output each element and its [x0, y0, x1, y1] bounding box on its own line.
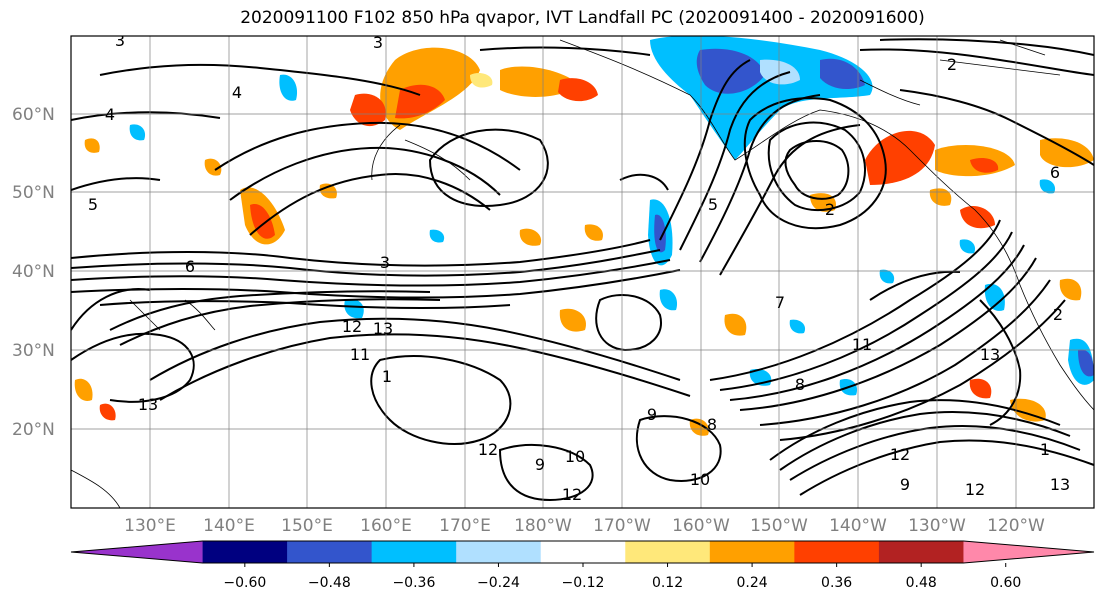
colorbar-outline [70, 540, 1095, 564]
colorbar-tick-label: −0.48 [308, 575, 351, 591]
colorbar-segment [709, 541, 795, 563]
contour-label: 2 [947, 55, 957, 74]
contour-label: 4 [232, 83, 242, 102]
colorbar-tick-label: 0.48 [906, 575, 937, 591]
contour-label: 9 [535, 455, 545, 474]
lon-label: 170°E [439, 516, 491, 536]
contour-label: 12 [342, 317, 362, 336]
contour-label: 12 [562, 485, 582, 504]
contour-label: 12 [478, 440, 498, 459]
lon-label: 130°W [908, 516, 966, 536]
contour-label: 7 [775, 293, 785, 312]
colorbar-tick-label: 0.24 [737, 575, 768, 591]
contour-label: 1 [1040, 440, 1050, 459]
contour-label: 3 [373, 33, 383, 52]
contour-label: 3 [380, 253, 390, 272]
lon-label: 150°E [281, 516, 333, 536]
contour-label: 8 [707, 415, 717, 434]
map-frame [70, 35, 1095, 509]
colorbar-segment [878, 541, 964, 563]
contour-label: 12 [890, 445, 910, 464]
contour-label: 13 [980, 345, 1000, 364]
colorbar-segment [625, 541, 711, 563]
contour-label: 2 [1053, 305, 1063, 324]
latitude-labels: 60°N 50°N 40°N 30°N 20°N [12, 105, 55, 440]
contour-label: 5 [708, 195, 718, 214]
colorbar-tick-label: 0.12 [652, 575, 683, 591]
lon-label: 140°E [203, 516, 255, 536]
colorbar-segment [202, 541, 288, 563]
contour-label: 1 [382, 367, 392, 386]
colorbar-segment [540, 541, 626, 563]
colorbar-segment [456, 541, 542, 563]
lon-label: 130°E [124, 516, 176, 536]
colorbar-segment [371, 541, 457, 563]
contour-label: 9 [647, 405, 657, 424]
lat-label: 60°N [12, 105, 55, 125]
contour-label: 3 [115, 31, 125, 50]
contour-label: 2 [825, 200, 835, 219]
contour-label: 4 [105, 105, 115, 124]
colorbar-extend-low [71, 541, 203, 563]
contour-label: 9 [900, 475, 910, 494]
lat-label: 50°N [12, 183, 55, 203]
colorbar-segment [287, 541, 373, 563]
lon-label: 170°W [593, 516, 651, 536]
contour-label: 11 [350, 345, 370, 364]
colorbar-segment [794, 541, 880, 563]
lon-label: 160°E [360, 516, 412, 536]
colorbar-tick-label: −0.24 [477, 575, 520, 591]
colorbar-tick-label: 0.36 [821, 575, 852, 591]
lon-label: 120°W [987, 516, 1045, 536]
colorbar-tick-label: −0.36 [392, 575, 435, 591]
colorbar-tick-label: −0.60 [223, 575, 266, 591]
ivt-contours [71, 38, 1094, 502]
colorbar-tick-labels: −0.60 −0.48 −0.36 −0.24 −0.12 0.12 0.24 … [223, 575, 1021, 591]
contour-label: 10 [565, 447, 585, 466]
contour-label: 13 [373, 319, 393, 338]
colorbar-tick-label: −0.12 [562, 575, 605, 591]
contour-label: 6 [1050, 163, 1060, 182]
contour-label: 13 [1050, 475, 1070, 494]
contour-label: 11 [852, 335, 872, 354]
graticule [71, 36, 1094, 508]
contour-label: 5 [88, 195, 98, 214]
contour-label: 10 [690, 470, 710, 489]
colorbar-tick-label: 0.60 [990, 575, 1021, 591]
lon-label: 160°W [672, 516, 730, 536]
map-title: 2020091100 F102 850 hPa qvapor, IVT Land… [240, 8, 925, 28]
colorbar [70, 540, 1095, 567]
colorbar-extend-high [963, 541, 1094, 563]
lat-label: 30°N [12, 341, 55, 361]
contour-label: 6 [185, 257, 195, 276]
lon-label: 140°W [829, 516, 887, 536]
lon-label: 150°W [750, 516, 808, 536]
contour-label: 13 [138, 395, 158, 414]
contour-label: 12 [965, 480, 985, 499]
lat-label: 40°N [12, 262, 55, 282]
contour-label: 8 [795, 375, 805, 394]
longitude-labels: 130°E 140°E 150°E 160°E 170°E 180°W 170°… [124, 516, 1045, 536]
lat-label: 20°N [12, 420, 55, 440]
coastlines [71, 39, 1094, 508]
lon-label: 180°W [514, 516, 572, 536]
